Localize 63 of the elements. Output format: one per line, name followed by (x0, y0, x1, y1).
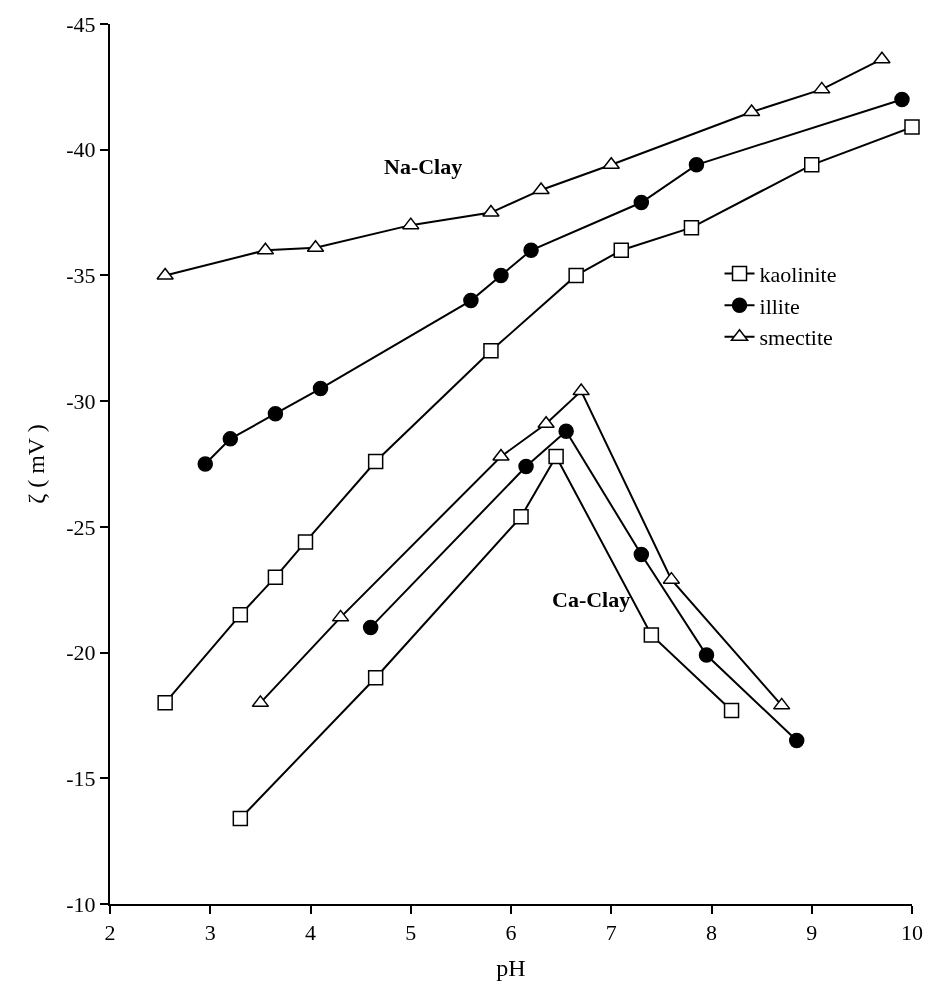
point (633, 546, 650, 563)
point (267, 569, 284, 585)
point (297, 534, 314, 550)
annotation: Ca-Clay (552, 587, 631, 612)
point (683, 219, 700, 236)
point (232, 607, 249, 623)
point (788, 732, 805, 749)
x-axis-title: pH (496, 955, 526, 982)
point (523, 242, 539, 259)
point (633, 194, 650, 211)
x-tick-label: 2 (104, 920, 116, 946)
point (613, 242, 630, 259)
x-tick-label: 4 (305, 920, 316, 946)
y-tick-label: -25 (66, 514, 96, 540)
y-tick-label: -40 (66, 137, 96, 163)
point (723, 702, 740, 719)
legend-label: smectite (759, 325, 833, 351)
point (157, 695, 173, 711)
point (643, 627, 660, 643)
point (463, 292, 479, 309)
point (568, 267, 584, 284)
y-tick-label: -15 (66, 765, 96, 791)
legend-label: illite (759, 293, 800, 319)
point (513, 509, 529, 525)
point (518, 458, 534, 475)
point (804, 157, 820, 173)
point (698, 647, 715, 663)
point (232, 810, 249, 827)
point (558, 423, 574, 440)
y-tick-label: -20 (66, 640, 96, 666)
x-tick-label: 7 (605, 920, 617, 946)
point (362, 619, 379, 636)
point (197, 456, 213, 472)
y-tick-label: -30 (66, 388, 96, 414)
x-tick-label: 8 (706, 920, 717, 946)
point (483, 343, 499, 359)
point (492, 448, 510, 461)
x-tick-label: 10 (901, 920, 923, 946)
point (156, 267, 174, 280)
point (548, 448, 564, 465)
point (367, 453, 384, 470)
point (267, 405, 284, 422)
point (312, 380, 329, 397)
y-tick-label: -45 (66, 11, 96, 37)
point (482, 204, 500, 217)
x-tick-label: 9 (806, 920, 818, 946)
point (367, 669, 384, 686)
y-tick-label: -35 (66, 263, 96, 289)
point (688, 157, 705, 173)
y-tick-label: -10 (66, 891, 96, 917)
point (493, 267, 509, 284)
legend-label: kaolinite (759, 262, 837, 288)
point (532, 182, 550, 195)
annotation: Na-Clay (384, 154, 463, 179)
point (894, 91, 910, 108)
x-tick-label: 5 (405, 920, 417, 946)
point (873, 51, 891, 64)
point (222, 431, 239, 447)
x-tick-label: 6 (505, 920, 517, 946)
point (537, 416, 555, 429)
y-axis-title: ζ ( mV ) (22, 424, 49, 504)
x-tick-label: 3 (204, 920, 216, 946)
point (904, 119, 920, 135)
